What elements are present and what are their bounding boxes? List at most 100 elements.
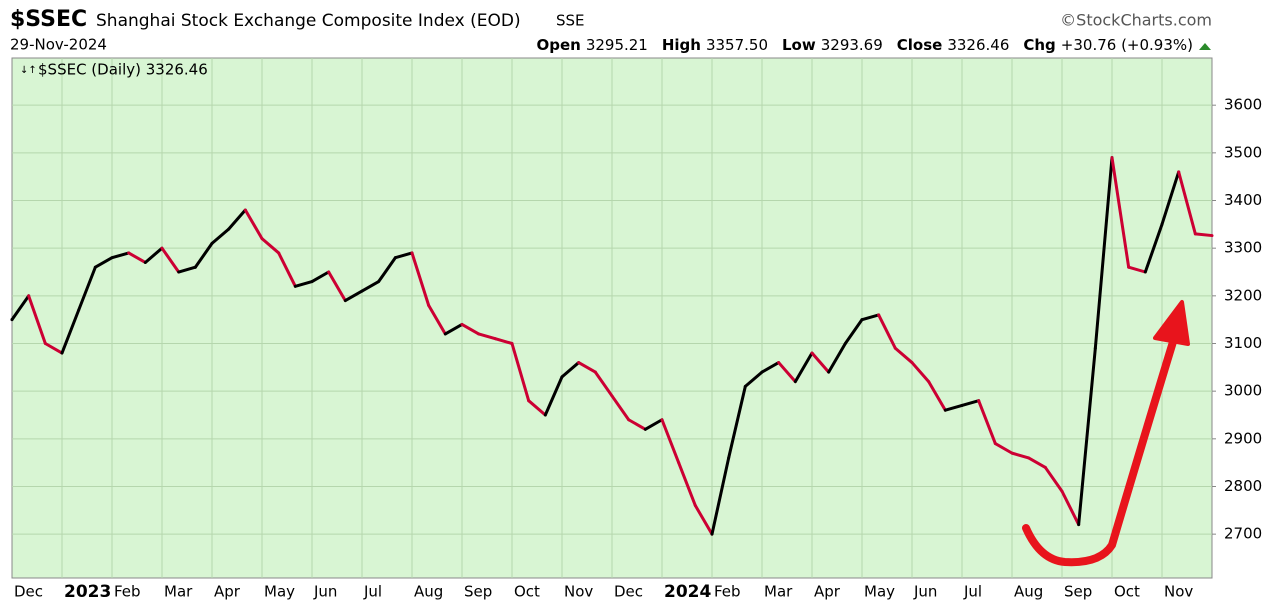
price-segment bbox=[93, 256, 114, 269]
price-segment bbox=[327, 270, 347, 303]
quote-value: 3326.46 bbox=[947, 36, 1009, 54]
price-segment bbox=[277, 251, 297, 288]
x-tick-label: May bbox=[864, 583, 895, 601]
x-tick-label: Apr bbox=[214, 583, 241, 601]
price-segment bbox=[360, 280, 381, 293]
x-tick-label: Nov bbox=[564, 583, 593, 601]
price-segment bbox=[960, 399, 981, 407]
x-tick-label: Sep bbox=[1064, 583, 1092, 601]
price-segment bbox=[627, 418, 647, 431]
price-segment bbox=[1177, 170, 1197, 236]
price-segment bbox=[810, 351, 831, 374]
x-tick-label: Dec bbox=[614, 583, 643, 601]
price-segment bbox=[910, 361, 931, 384]
x-tick-label: Mar bbox=[764, 583, 793, 601]
price-segment bbox=[593, 370, 614, 398]
plot-layer: 2700 2800 2900 3000 3100 3200 3300 3400 3500 3600… bbox=[10, 58, 1262, 602]
x-tick-label: Oct bbox=[514, 583, 540, 601]
price-segment bbox=[827, 341, 847, 374]
arrow-stroke bbox=[1022, 328, 1180, 567]
price-segment bbox=[1193, 232, 1214, 238]
price-segment bbox=[677, 461, 697, 508]
price-segment bbox=[260, 237, 281, 255]
quote-value: 3295.21 bbox=[586, 36, 648, 54]
price-segment bbox=[710, 456, 731, 536]
price-segment bbox=[560, 361, 581, 379]
x-tick-label: Feb bbox=[714, 583, 741, 601]
y-tick-label: 2700 bbox=[1224, 525, 1262, 543]
price-segment bbox=[793, 351, 814, 384]
legend-entry: $SSEC (Daily) 3326.46 bbox=[38, 61, 208, 79]
date: 29-Nov-2024 bbox=[10, 36, 107, 54]
source: ©StockCharts.com bbox=[1060, 11, 1212, 30]
x-tick-label: Mar bbox=[164, 583, 193, 601]
price-segment bbox=[427, 303, 447, 336]
quote-label: Close bbox=[897, 36, 943, 54]
symbol: $SSEC bbox=[10, 7, 87, 32]
price-segment bbox=[410, 251, 431, 307]
price-segment bbox=[310, 270, 331, 284]
price-segment bbox=[393, 251, 414, 260]
price-segment bbox=[1143, 222, 1164, 274]
chart-title: Shanghai Stock Exchange Composite Index … bbox=[96, 11, 521, 31]
x-tick-label: Nov bbox=[1164, 583, 1193, 601]
price-segment bbox=[527, 399, 547, 417]
y-tick-label: 3500 bbox=[1224, 143, 1262, 161]
price-segment bbox=[1027, 456, 1047, 469]
price-segment bbox=[127, 251, 147, 264]
x-tick-label: May bbox=[264, 583, 295, 601]
price-segment bbox=[27, 294, 47, 345]
x-tick-label: Jun bbox=[913, 583, 937, 601]
y-tick-label: 3300 bbox=[1224, 239, 1262, 257]
price-segment bbox=[460, 322, 481, 336]
price-segment bbox=[1110, 156, 1131, 269]
quote-value: +30.76 (+0.93%) bbox=[1061, 36, 1193, 54]
arrow-head bbox=[1153, 300, 1190, 346]
price-segment bbox=[343, 289, 364, 303]
exchange: SSE bbox=[556, 12, 585, 30]
up-arrow bbox=[1199, 43, 1211, 50]
price-segment bbox=[193, 241, 214, 269]
price-segment bbox=[510, 341, 531, 403]
price-segment bbox=[1010, 451, 1031, 460]
x-tick-label: Jul bbox=[963, 583, 982, 601]
x-tick-label: Sep bbox=[464, 583, 492, 601]
annotation-arrow bbox=[1022, 300, 1190, 567]
price-segment bbox=[43, 341, 64, 355]
quote-label: Open bbox=[536, 36, 580, 54]
y-tick-label: 2800 bbox=[1224, 477, 1262, 495]
price-segment bbox=[693, 504, 714, 536]
y-tick-label: 3200 bbox=[1224, 286, 1262, 304]
price-segment bbox=[177, 265, 197, 274]
price-segment bbox=[577, 361, 597, 374]
y-tick-label: 3600 bbox=[1224, 96, 1262, 114]
price-segment bbox=[977, 399, 997, 446]
x-tick-label: Jun bbox=[313, 583, 337, 601]
price-segment bbox=[943, 403, 964, 412]
price-segment bbox=[243, 208, 264, 241]
price-segment bbox=[643, 418, 664, 431]
x-tick-label: Feb bbox=[114, 583, 141, 601]
price-segment bbox=[293, 280, 314, 288]
price-segment bbox=[543, 375, 564, 417]
price-segment bbox=[60, 308, 81, 355]
x-tick-label: 2024 bbox=[664, 582, 711, 602]
price-segment bbox=[660, 418, 681, 465]
price-segment bbox=[1077, 346, 1097, 527]
price-segment bbox=[160, 246, 181, 274]
quote: Open 3295.21 High 3357.50 Low 3293.69 Close 332… bbox=[536, 36, 1193, 54]
x-tick-label: Aug bbox=[1014, 583, 1043, 601]
quote-label: Low bbox=[782, 36, 816, 54]
quote-label: High bbox=[662, 36, 701, 54]
price-segment bbox=[110, 251, 131, 260]
price-segment bbox=[477, 332, 497, 341]
legend-icon: ↓↑ bbox=[20, 65, 37, 76]
quote-value: 3293.69 bbox=[821, 36, 883, 54]
y-tick-label: 2900 bbox=[1224, 429, 1262, 447]
price-segment bbox=[777, 361, 797, 384]
price-segment bbox=[760, 361, 781, 374]
x-tick-label: Jul bbox=[363, 583, 382, 601]
x-tick-label: Oct bbox=[1114, 583, 1140, 601]
